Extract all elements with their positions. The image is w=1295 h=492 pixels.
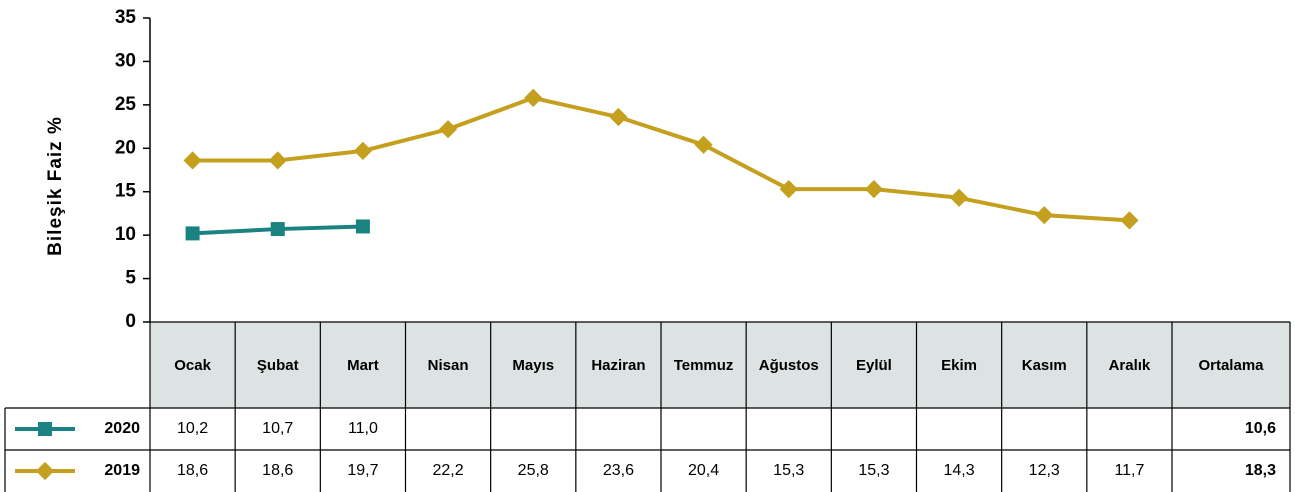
table-value: 12,3 <box>1029 462 1060 479</box>
table-value: 25,8 <box>518 462 549 479</box>
table-value: 15,3 <box>858 462 889 479</box>
table-average: 10,6 <box>1245 420 1276 437</box>
column-header: Kasım <box>1022 357 1067 374</box>
table-average: 18,3 <box>1245 462 1276 479</box>
legend-marker <box>35 461 55 481</box>
point-marker <box>609 107 628 127</box>
column-header: Eylül <box>856 357 892 374</box>
table-value: 10,7 <box>262 420 293 437</box>
y-tick-label: 15 <box>115 181 137 202</box>
y-tick-label: 20 <box>115 137 136 158</box>
table-value: 18,6 <box>262 462 293 479</box>
column-header: Haziran <box>591 357 645 374</box>
table-value: 19,7 <box>347 462 378 479</box>
series-line <box>192 95 1130 223</box>
column-header: Aralık <box>1109 357 1151 374</box>
column-header: Mayıs <box>512 357 554 374</box>
column-header: Ocak <box>174 357 211 374</box>
point-marker <box>185 226 200 241</box>
point-marker <box>353 141 373 160</box>
point-marker <box>864 180 884 199</box>
y-tick-label: 25 <box>115 94 137 115</box>
y-tick-label: 35 <box>115 7 137 28</box>
point-marker <box>270 222 285 237</box>
point-marker <box>1120 211 1139 230</box>
table-value: 14,3 <box>944 462 975 479</box>
table-header-bg <box>150 322 1290 408</box>
point-marker <box>183 151 202 170</box>
point-marker <box>438 120 458 139</box>
table-value: 20,4 <box>688 462 719 479</box>
column-header: Ekim <box>941 357 977 374</box>
table-value: 11,7 <box>1114 462 1144 479</box>
point-marker <box>268 151 287 170</box>
column-header: Ağustos <box>759 357 819 374</box>
point-marker <box>949 188 969 207</box>
y-axis-label: Bileşik Faiz % <box>45 116 66 256</box>
column-header: Ortalama <box>1198 357 1264 374</box>
point-marker <box>779 180 798 199</box>
y-tick-label: 5 <box>125 268 136 289</box>
table-value: 22,2 <box>433 462 464 479</box>
table-value: 10,2 <box>177 420 208 437</box>
column-header: Temmuz <box>674 357 734 374</box>
table-value: 23,6 <box>603 462 634 479</box>
table-value: 11,0 <box>348 420 378 437</box>
legend-label: 2020 <box>104 420 140 437</box>
column-header: Mart <box>347 357 379 374</box>
legend-marker <box>38 422 52 436</box>
point-marker <box>355 219 370 234</box>
point-marker <box>1035 206 1054 225</box>
table-value: 18,6 <box>177 462 208 479</box>
legend-label: 2019 <box>104 462 140 479</box>
column-header: Nisan <box>428 357 469 374</box>
y-tick-label: 0 <box>125 311 136 332</box>
y-tick-label: 10 <box>115 224 136 245</box>
point-marker <box>694 135 713 154</box>
column-header: Şubat <box>257 357 299 374</box>
table-value: 15,3 <box>773 462 804 479</box>
y-tick-label: 30 <box>115 50 136 71</box>
point-marker <box>524 88 543 108</box>
